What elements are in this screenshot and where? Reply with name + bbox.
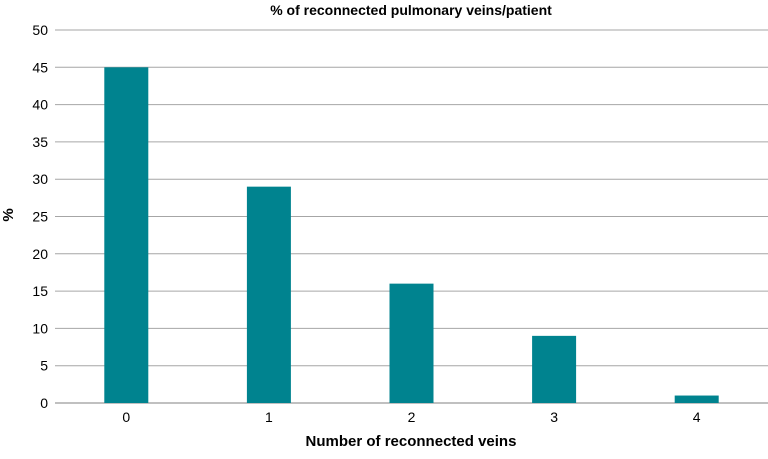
y-tick-label: 30 [32,171,48,187]
gridlines [55,29,768,404]
bar-1 [246,186,291,403]
x-tick-label: 3 [550,409,558,425]
x-tick-label: 1 [265,409,273,425]
x-tick-label: 4 [693,409,701,425]
bar-0 [104,67,149,404]
bar-2 [389,283,434,403]
y-tick-label: 0 [40,395,48,411]
y-tick-label: 20 [32,246,48,262]
y-tick-label: 15 [32,283,48,299]
y-tick-label: 35 [32,134,48,150]
x-tick-labels: 0 1 2 3 4 [122,409,700,425]
x-axis-label: Number of reconnected veins [306,433,517,450]
x-tick-label: 0 [122,409,130,425]
y-tick-labels: 0 5 10 15 20 25 30 35 40 45 50 [32,22,48,411]
bars [104,67,719,404]
bar-3 [532,335,577,403]
y-axis-label: % [0,208,17,221]
bar-4 [674,395,719,403]
chart-title: % of reconnected pulmonary veins/patient [270,2,552,18]
y-tick-label: 25 [32,209,48,225]
y-tick-label: 40 [32,97,48,113]
y-tick-label: 10 [32,320,48,336]
x-tick-label: 2 [408,409,416,425]
y-tick-label: 5 [40,358,48,374]
y-tick-label: 45 [32,59,48,75]
y-tick-label: 50 [32,22,48,38]
